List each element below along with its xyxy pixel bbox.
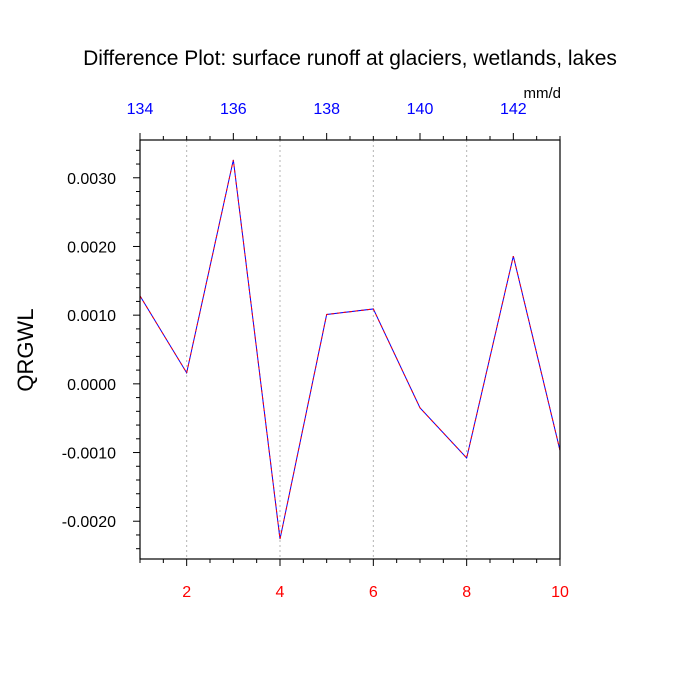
top-x-tick-label: 134 [127, 101, 154, 118]
series-line-dashed [139, 159, 561, 540]
x-tick-label: 2 [182, 584, 191, 601]
top-x-tick-label: 138 [313, 101, 340, 118]
series-line [139, 159, 561, 540]
y-tick-label: 0.0010 [67, 308, 116, 325]
axis-ticks [133, 133, 561, 566]
vertical-grid [186, 140, 468, 559]
chart-title: Difference Plot: surface runoff at glaci… [83, 47, 617, 70]
x-tick-label: 8 [462, 584, 471, 601]
x-tick-label: 10 [551, 584, 569, 601]
top-x-tick-label: 140 [407, 101, 434, 118]
y-tick-label: 0.0020 [67, 239, 116, 256]
y-tick-label: -0.0020 [62, 514, 116, 531]
units-label: mm/d [524, 85, 562, 102]
y-tick-label: -0.0010 [62, 446, 116, 463]
y-axis-label: QRGWL [13, 308, 38, 391]
y-tick-label: 0.0000 [67, 377, 116, 394]
top-x-tick-label: 136 [220, 101, 247, 118]
y-tick-label: 0.0030 [67, 171, 116, 188]
series-layer [139, 159, 561, 540]
top-x-tick-label: 142 [500, 101, 527, 118]
tick-labels: 2 4 6 8 10 134 136 138 140 142 -0.0020 -0.0010 0.000… [62, 101, 569, 601]
plot-frame [139, 139, 561, 560]
x-tick-label: 6 [369, 584, 378, 601]
x-tick-label: 4 [276, 584, 285, 601]
